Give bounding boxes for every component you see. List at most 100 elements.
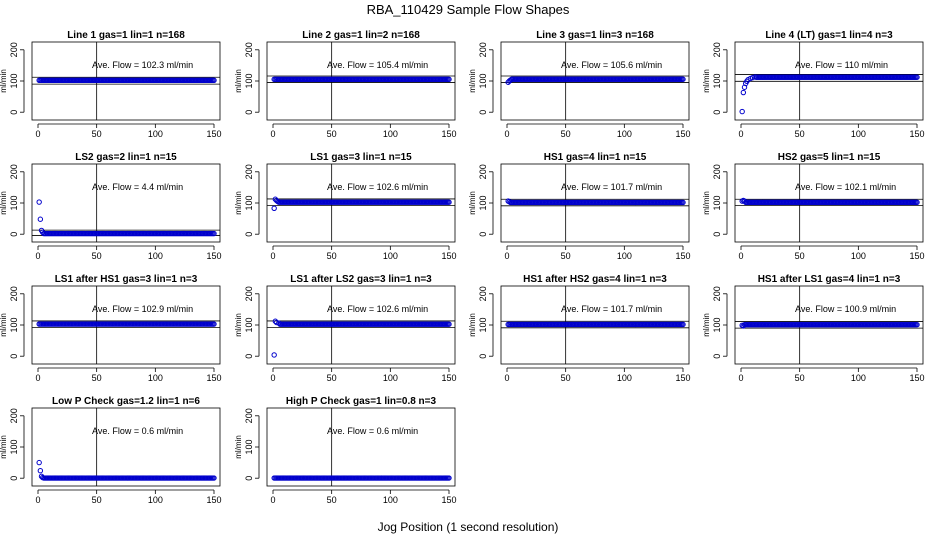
x-tick-label: 0 — [35, 129, 40, 139]
x-tick-label: 50 — [561, 251, 571, 261]
panel-4: Line 4 (LT) gas=1 lin=4 n=3 0 100 200 ml/min… — [702, 30, 925, 139]
data-point — [271, 352, 277, 358]
data-points — [505, 321, 686, 328]
ave-flow-annotation: Ave. Flow = 102.9 ml/min — [92, 304, 193, 314]
y-tick-label: 100 — [712, 195, 722, 210]
plot-frame — [31, 41, 221, 121]
y-tick-label: 0 — [712, 232, 722, 237]
panel-11: HS1 after HS2 gas=4 lin=1 n=3 0 100 200 ml/m… — [468, 274, 691, 383]
x-tick-label: 100 — [148, 251, 163, 261]
y-axis-label: ml/min — [702, 69, 711, 93]
y-tick-label: 0 — [244, 232, 254, 237]
y-tick-label: 100 — [712, 73, 722, 88]
panel-1: Line 1 gas=1 lin=1 n=168 0 100 200 ml/min 0 50… — [0, 30, 222, 139]
panel-title: Line 1 gas=1 lin=1 n=168 — [67, 30, 185, 41]
y-tick-label: 0 — [478, 354, 488, 359]
data-point — [211, 475, 217, 481]
y-tick-label: 0 — [9, 232, 19, 237]
x-tick-label: 0 — [738, 251, 743, 261]
y-tick-label: 100 — [9, 73, 19, 88]
y-tick-label: 0 — [244, 354, 254, 359]
y-tick-label: 100 — [244, 439, 254, 454]
plot-frame — [31, 407, 221, 487]
data-points — [271, 475, 452, 481]
y-axis-label: ml/min — [0, 435, 8, 459]
x-tick-label: 100 — [383, 251, 398, 261]
panel-2: Line 2 gas=1 lin=2 n=168 0 100 200 ml/min 0 50… — [234, 30, 457, 139]
y-tick-label: 200 — [712, 286, 722, 301]
x-tick-label: 0 — [738, 373, 743, 383]
panel-title: HS1 gas=4 lin=1 n=15 — [544, 152, 647, 163]
ave-flow-annotation: Ave. Flow = 102.6 ml/min — [327, 304, 428, 314]
x-tick-label: 50 — [92, 373, 102, 383]
data-points — [739, 197, 920, 206]
y-tick-label: 200 — [712, 164, 722, 179]
panel-grid: Line 1 gas=1 lin=1 n=168 0 100 200 ml/min 0 50… — [0, 30, 925, 505]
data-points — [271, 196, 452, 212]
ave-flow-annotation: Ave. Flow = 105.6 ml/min — [561, 60, 662, 70]
plot-frame — [266, 163, 456, 243]
x-tick-label: 150 — [909, 129, 924, 139]
panel-12: HS1 after LS1 gas=4 lin=1 n=3 0 100 200 ml/m… — [702, 274, 925, 383]
x-tick-label: 150 — [675, 373, 690, 383]
y-tick-label: 100 — [244, 195, 254, 210]
y-tick-label: 0 — [9, 476, 19, 481]
y-tick-label: 0 — [478, 110, 488, 115]
x-tick-label: 0 — [270, 129, 275, 139]
y-axis-label: ml/min — [702, 191, 711, 215]
x-tick-label: 50 — [795, 129, 805, 139]
data-point — [446, 76, 452, 83]
x-tick-label: 50 — [92, 251, 102, 261]
plot-frame — [266, 285, 456, 365]
data-point — [446, 199, 452, 205]
x-tick-label: 100 — [383, 495, 398, 505]
data-points — [36, 321, 217, 327]
y-tick-label: 100 — [712, 317, 722, 332]
plot-frame — [31, 163, 221, 243]
y-tick-label: 100 — [478, 317, 488, 332]
plot-frame — [734, 285, 924, 365]
y-tick-label: 0 — [244, 476, 254, 481]
ave-flow-annotation: Ave. Flow = 101.7 ml/min — [561, 304, 662, 314]
x-tick-label: 0 — [504, 129, 509, 139]
data-point — [914, 74, 920, 80]
panel-8: HS2 gas=5 lin=1 n=15 0 100 200 ml/min 0 50 100 1… — [702, 152, 925, 261]
ave-flow-annotation: Ave. Flow = 105.4 ml/min — [327, 60, 428, 70]
ave-flow-annotation: Ave. Flow = 102.6 ml/min — [327, 182, 428, 192]
x-tick-label: 100 — [383, 129, 398, 139]
plot-frame — [31, 285, 221, 365]
x-tick-label: 0 — [35, 495, 40, 505]
x-tick-label: 150 — [441, 373, 456, 383]
x-tick-label: 100 — [851, 129, 866, 139]
y-axis-label: ml/min — [234, 313, 243, 337]
y-tick-label: 200 — [9, 42, 19, 57]
panel-9: LS1 after HS1 gas=3 lin=1 n=3 0 100 200 ml/m… — [0, 274, 222, 383]
y-tick-label: 200 — [244, 286, 254, 301]
x-tick-label: 50 — [561, 129, 571, 139]
y-axis-label: ml/min — [468, 69, 477, 93]
x-tick-label: 100 — [148, 129, 163, 139]
data-point — [680, 321, 686, 328]
y-tick-label: 200 — [478, 164, 488, 179]
y-tick-label: 0 — [9, 354, 19, 359]
x-tick-label: 100 — [383, 373, 398, 383]
ave-flow-annotation: Ave. Flow = 102.1 ml/min — [795, 182, 896, 192]
panel-title: Low P Check gas=1.2 lin=1 n=6 — [52, 396, 200, 407]
data-point — [211, 321, 217, 327]
panel-title: LS2 gas=2 lin=1 n=15 — [75, 152, 177, 163]
y-tick-label: 0 — [712, 110, 722, 115]
y-tick-label: 200 — [244, 42, 254, 57]
x-tick-label: 100 — [851, 251, 866, 261]
y-tick-label: 0 — [244, 110, 254, 115]
data-points — [739, 74, 920, 115]
x-tick-label: 0 — [738, 129, 743, 139]
y-tick-label: 200 — [9, 408, 19, 423]
data-points — [36, 77, 217, 83]
y-tick-label: 100 — [478, 195, 488, 210]
data-point — [914, 199, 920, 206]
data-points — [271, 318, 452, 358]
y-tick-label: 200 — [9, 164, 19, 179]
data-point — [446, 321, 452, 327]
plot-frame — [500, 163, 690, 243]
x-tick-label: 50 — [92, 495, 102, 505]
